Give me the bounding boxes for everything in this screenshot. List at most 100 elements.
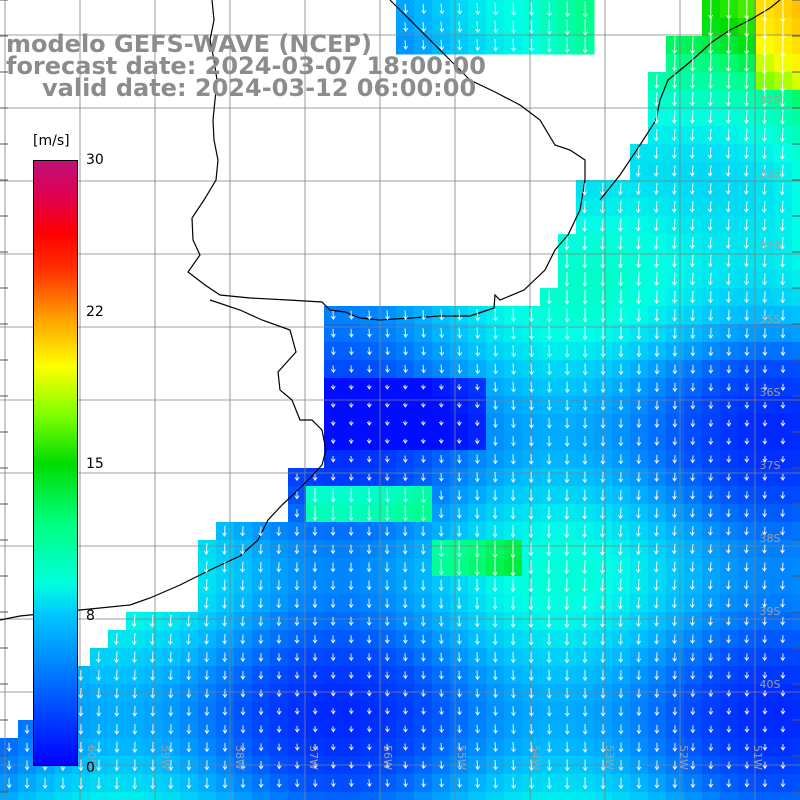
- wind-arrow-head: [403, 783, 408, 788]
- wind-arrow: [763, 70, 766, 92]
- wind-arrow-head: [707, 84, 713, 89]
- wind-arrow-head: [653, 137, 659, 142]
- wind-arrow-head: [240, 711, 246, 716]
- wind-speed-cell: [630, 522, 649, 541]
- wind-arrow-head: [493, 676, 498, 681]
- wind-speed-cell: [216, 522, 235, 541]
- wind-arrow-head: [564, 389, 570, 394]
- wind-arrow-head: [689, 263, 695, 268]
- wind-arrow-head: [600, 551, 605, 556]
- wind-speed-cell: [720, 270, 739, 289]
- wind-arrow: [601, 200, 604, 213]
- wind-arrow-head: [348, 568, 354, 573]
- wind-arrow-head: [421, 783, 427, 788]
- wind-speed-cell: [612, 576, 631, 595]
- wind-arrow-head: [672, 84, 677, 89]
- wind-arrow: [386, 761, 388, 769]
- wind-arrow-head: [600, 497, 606, 502]
- wind-arrow-head: [762, 585, 767, 590]
- wind-arrow-head: [402, 439, 408, 444]
- wind-arrow-head: [384, 550, 390, 555]
- wind-arrow-head: [330, 531, 336, 536]
- wind-arrow-head: [511, 730, 516, 735]
- wind-arrow: [692, 490, 694, 499]
- wind-arrow-head: [780, 692, 786, 697]
- wind-arrow-head: [600, 712, 606, 717]
- wind-arrow-head: [222, 658, 228, 663]
- wind-arrow: [709, 580, 712, 590]
- wind-speed-cell: [558, 792, 577, 800]
- wind-arrow-head: [708, 423, 714, 428]
- wind-arrow-head: [547, 748, 552, 753]
- wind-arrow-head: [726, 692, 732, 697]
- wind-arrow-head: [780, 422, 786, 427]
- wind-arrow-head: [331, 351, 336, 356]
- wind-speed-cell: [738, 576, 757, 595]
- wind-arrow-head: [439, 747, 444, 752]
- wind-speed-cell: [576, 558, 595, 577]
- wind-arrow-head: [708, 387, 714, 392]
- wind-arrow: [476, 777, 479, 788]
- model-title: modelo GEFS-WAVE (NCEP): [6, 30, 372, 58]
- wind-arrow-head: [474, 623, 480, 628]
- wind-speed-cell: [792, 306, 800, 325]
- wind-arrow: [494, 742, 497, 752]
- wind-arrow-head: [779, 245, 785, 250]
- wind-arrow-head: [582, 406, 588, 411]
- wind-arrow-head: [204, 676, 210, 681]
- wind-arrow: [223, 543, 226, 555]
- wind-arrow-head: [635, 605, 641, 610]
- wind-arrow-head: [222, 693, 228, 698]
- wind-arrow-head: [672, 49, 677, 55]
- wind-speed-cell: [576, 540, 595, 559]
- wind-arrow: [691, 165, 694, 176]
- wind-arrow: [115, 633, 118, 645]
- wind-arrow-head: [671, 245, 677, 250]
- wind-arrow-head: [529, 335, 534, 340]
- wind-speed-cell: [630, 576, 649, 595]
- wind-arrow-head: [762, 783, 768, 788]
- wind-arrow-head: [185, 622, 191, 628]
- wind-arrow-head: [636, 442, 642, 447]
- wind-arrow: [655, 615, 658, 626]
- wind-arrow-head: [276, 783, 282, 788]
- wind-arrow-head: [330, 439, 336, 444]
- wind-arrow-head: [690, 50, 695, 55]
- wind-arrow-head: [385, 333, 390, 338]
- wind-arrow: [655, 218, 658, 231]
- wind-arrow: [601, 578, 604, 592]
- wind-arrow: [763, 128, 766, 141]
- wind-arrow-head: [511, 47, 516, 52]
- wind-arrow-head: [636, 694, 642, 699]
- wind-arrow: [746, 616, 748, 625]
- wind-arrow-head: [564, 659, 570, 664]
- wind-arrow-head: [744, 674, 750, 679]
- wind-arrow-head: [132, 785, 138, 790]
- wind-arrow-head: [707, 172, 713, 177]
- wind-arrow-head: [367, 498, 372, 503]
- wind-arrow-head: [474, 587, 480, 592]
- wind-arrow: [638, 272, 640, 286]
- wind-arrow: [655, 525, 658, 536]
- wind-speed-cell: [792, 738, 800, 757]
- wind-arrow-head: [366, 692, 372, 697]
- wind-arrow-head: [204, 748, 210, 753]
- wind-speed-cell: [774, 594, 793, 613]
- wind-arrow: [169, 633, 172, 645]
- wind-speed-cell: [702, 288, 721, 307]
- wind-arrow-head: [258, 622, 264, 627]
- wind-speed-cell: [720, 522, 739, 541]
- wind-speed-cell: [666, 198, 685, 217]
- wind-arrow-head: [582, 353, 588, 358]
- wind-speed-cell: [720, 144, 739, 163]
- wind-arrow-head: [114, 676, 119, 681]
- wind-arrow-head: [565, 13, 570, 18]
- wind-arrow: [745, 219, 748, 231]
- wind-speed-cell: [594, 234, 613, 253]
- wind-speed-cell: [792, 684, 800, 703]
- longitude-labels: 60W 59W 58W 57W 56W 55W 54W 53W 52W 51W: [85, 745, 764, 770]
- wind-arrow-head: [726, 476, 732, 482]
- wind-arrow-head: [708, 369, 714, 374]
- wind-arrow-head: [779, 227, 785, 232]
- wind-arrow-head: [456, 553, 462, 558]
